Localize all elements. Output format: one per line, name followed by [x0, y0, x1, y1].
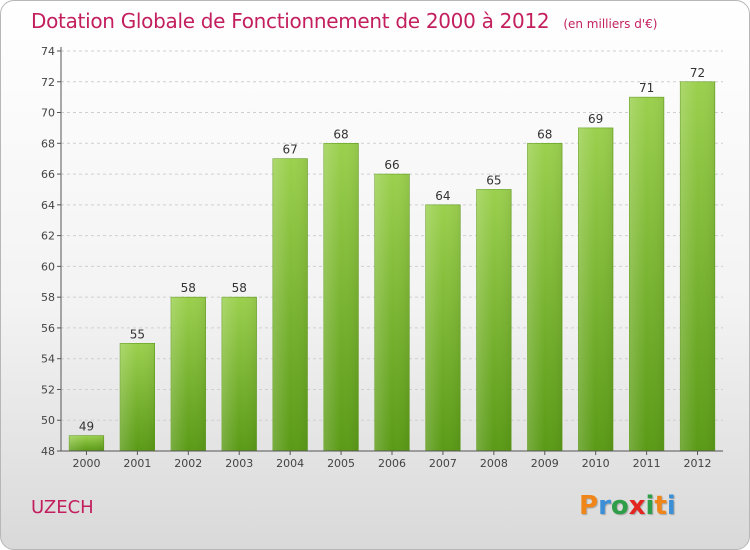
- x-tick-label: 2000: [72, 457, 100, 470]
- y-tick-label: 62: [41, 230, 55, 243]
- bar-shine: [374, 174, 410, 452]
- data-label: 49: [79, 420, 94, 434]
- y-tick-label: 68: [41, 137, 55, 150]
- logo-letter: r: [598, 491, 611, 521]
- x-tick-label: 2002: [174, 457, 202, 470]
- x-tick-label: 2006: [378, 457, 406, 470]
- data-label: 55: [130, 327, 145, 341]
- y-tick-label: 50: [41, 414, 55, 427]
- bar-shine: [272, 158, 308, 451]
- data-label: 58: [232, 281, 247, 295]
- x-tick-label: 2011: [633, 457, 661, 470]
- data-labels: 49 55 58 58 67 68 66 64 65 68 69 71 72: [79, 66, 705, 434]
- data-label: 58: [181, 281, 196, 295]
- title-text: Dotation Globale de Fonctionnement de 20…: [31, 9, 550, 33]
- data-label: 67: [283, 143, 298, 157]
- place-name: UZECH: [31, 497, 94, 518]
- bar-shine: [425, 204, 461, 451]
- y-tick-label: 74: [41, 45, 55, 58]
- logo-letter: x: [628, 491, 646, 521]
- logo-letter: i: [666, 491, 676, 521]
- bar-shine: [527, 143, 563, 452]
- bars: [68, 81, 716, 452]
- logo-letter: i: [645, 491, 655, 521]
- data-label: 72: [690, 66, 705, 80]
- x-tick-label: 2010: [582, 457, 610, 470]
- data-label: 66: [384, 158, 399, 172]
- logo-letter: P: [579, 491, 599, 521]
- x-tick-label: 2005: [327, 457, 355, 470]
- bar-shine: [221, 297, 257, 451]
- x-tick-label: 2003: [225, 457, 253, 470]
- chart-title: Dotation Globale de Fonctionnement de 20…: [31, 9, 657, 33]
- bar-shine: [578, 127, 614, 451]
- data-label: 68: [333, 127, 348, 141]
- chart-subtitle: (en milliers d'€): [563, 17, 658, 31]
- x-tick-label: 2001: [123, 457, 151, 470]
- y-tick-label: 64: [41, 199, 55, 212]
- bar-shine: [170, 297, 206, 451]
- logo-letter: o: [610, 491, 629, 521]
- y-tick-label: 52: [41, 383, 55, 396]
- bar-shine: [476, 189, 512, 451]
- y-tick-label: 60: [41, 260, 55, 273]
- y-tick-label: 66: [41, 168, 55, 181]
- y-tick-label: 54: [41, 353, 55, 366]
- bar-shine: [680, 81, 715, 452]
- proxiti-logo: Proxiti: [579, 491, 676, 521]
- x-tick-label: 2004: [276, 457, 304, 470]
- x-tick-label: 2012: [684, 457, 712, 470]
- bar-shine: [629, 97, 664, 452]
- data-label: 65: [486, 173, 501, 187]
- y-tick-label: 72: [41, 76, 55, 89]
- x-tick-label: 2008: [480, 457, 508, 470]
- data-label: 64: [435, 189, 450, 203]
- bar-shine: [69, 435, 104, 451]
- x-tick-label: 2007: [429, 457, 457, 470]
- y-tick-label: 70: [41, 107, 55, 120]
- y-tick-label: 56: [41, 322, 55, 335]
- data-label: 71: [639, 81, 654, 95]
- x-tick-label: 2009: [531, 457, 559, 470]
- y-tick-label: 58: [41, 291, 55, 304]
- logo-letter: t: [654, 491, 667, 521]
- bar-shine: [323, 143, 359, 452]
- bar-shine: [120, 343, 155, 451]
- y-tick-label: 48: [41, 445, 55, 458]
- axes: 48 50 52 54 56 58 60 62 64 66 68 70 72 74 2000 2001 2002…: [41, 45, 723, 470]
- data-label: 69: [588, 112, 603, 126]
- data-label: 68: [537, 127, 552, 141]
